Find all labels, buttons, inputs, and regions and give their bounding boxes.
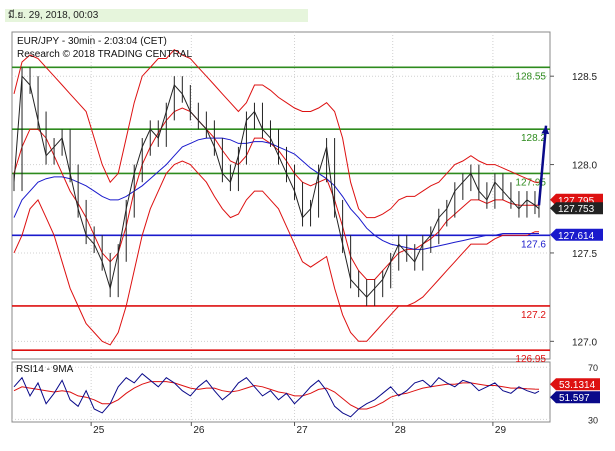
price-bars: [13, 67, 540, 306]
rsi-tag-label: 53.1314: [559, 380, 596, 391]
price-tag-label: 127.614: [558, 231, 595, 242]
price-tag: 127.614: [550, 228, 603, 242]
top-bar: มี.ย. 29, 2018, 00:03: [0, 0, 615, 23]
level-label: 127.6: [521, 239, 546, 250]
price-panel-frame: [11, 31, 551, 360]
level-label: 127.2: [521, 310, 546, 321]
x-tick-label: 26: [193, 425, 205, 436]
forecast-arrow-head: [541, 125, 550, 135]
x-tick-label: 29: [495, 425, 507, 436]
forecast-arrow-line: [537, 125, 548, 206]
rsi-tag: 53.1314: [550, 378, 600, 391]
chart-title: EUR/JPY - 30min - 2:03:04 (CET): [17, 36, 167, 47]
level-label: 127.95: [515, 177, 546, 188]
rsi-tick-label: 70: [588, 363, 598, 373]
y-tick-label: 127.5: [572, 249, 597, 260]
price-close-line: [13, 75, 540, 298]
rsi-line: [13, 373, 540, 418]
x-tick-label: 28: [395, 425, 407, 436]
forecast-arrow: [537, 125, 550, 206]
x-tick-label: 25: [93, 425, 105, 436]
price-tag-box: [550, 228, 603, 241]
x-tick-label: 27: [297, 425, 309, 436]
price-tag-label: 127.795: [558, 196, 595, 207]
price-tag: 127.753: [550, 202, 603, 215]
y-tick-label: 127.0: [572, 337, 597, 348]
grid: [12, 32, 550, 422]
rsi-tag-box: [550, 378, 600, 391]
datestamp: มี.ย. 29, 2018, 00:03: [5, 9, 308, 22]
price-tag-label: 127.753: [558, 204, 595, 215]
bollinger-lower-line: [13, 160, 539, 346]
y-tick-label: 128.0: [572, 161, 597, 172]
rsi-tag-label: 51.597: [559, 393, 590, 404]
rsi-tag: 51.597: [550, 391, 600, 404]
rsi-tick-label: 30: [588, 415, 598, 425]
rsi-label: RSI14 - 9MA: [16, 364, 74, 375]
rsi-tag-box: [550, 391, 600, 404]
axes: 25 26 27 28 29 128.5 128.0 127.5 127.0 70 30 127.79…: [90, 72, 603, 436]
y-tick-label: 128.5: [572, 72, 597, 83]
price-tag-box: [550, 202, 603, 215]
rsi-ma-line: [13, 381, 540, 410]
chart-subtitle: Research © 2018 TRADING CENTRAL: [17, 49, 192, 60]
bollinger-upper-line: [13, 49, 539, 219]
level-label: 128.2: [521, 133, 546, 144]
rsi-lines: [13, 373, 540, 418]
levels: 128.55 128.2 127.95 127.6 127.2 126.95: [12, 66, 550, 365]
level-label: 128.55: [515, 71, 546, 82]
level-label: 126.95: [515, 354, 546, 365]
